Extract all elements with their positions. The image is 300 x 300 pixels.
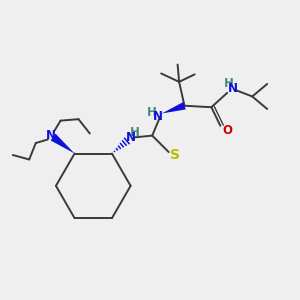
Text: N: N — [46, 129, 56, 142]
Text: N: N — [126, 131, 136, 145]
Text: N: N — [228, 82, 238, 95]
Polygon shape — [162, 102, 186, 113]
Text: H: H — [224, 77, 233, 90]
Text: H: H — [147, 106, 157, 119]
Text: S: S — [169, 148, 180, 162]
Text: N: N — [153, 110, 163, 123]
Text: O: O — [222, 124, 232, 137]
Text: H: H — [130, 126, 140, 139]
Polygon shape — [51, 134, 75, 154]
